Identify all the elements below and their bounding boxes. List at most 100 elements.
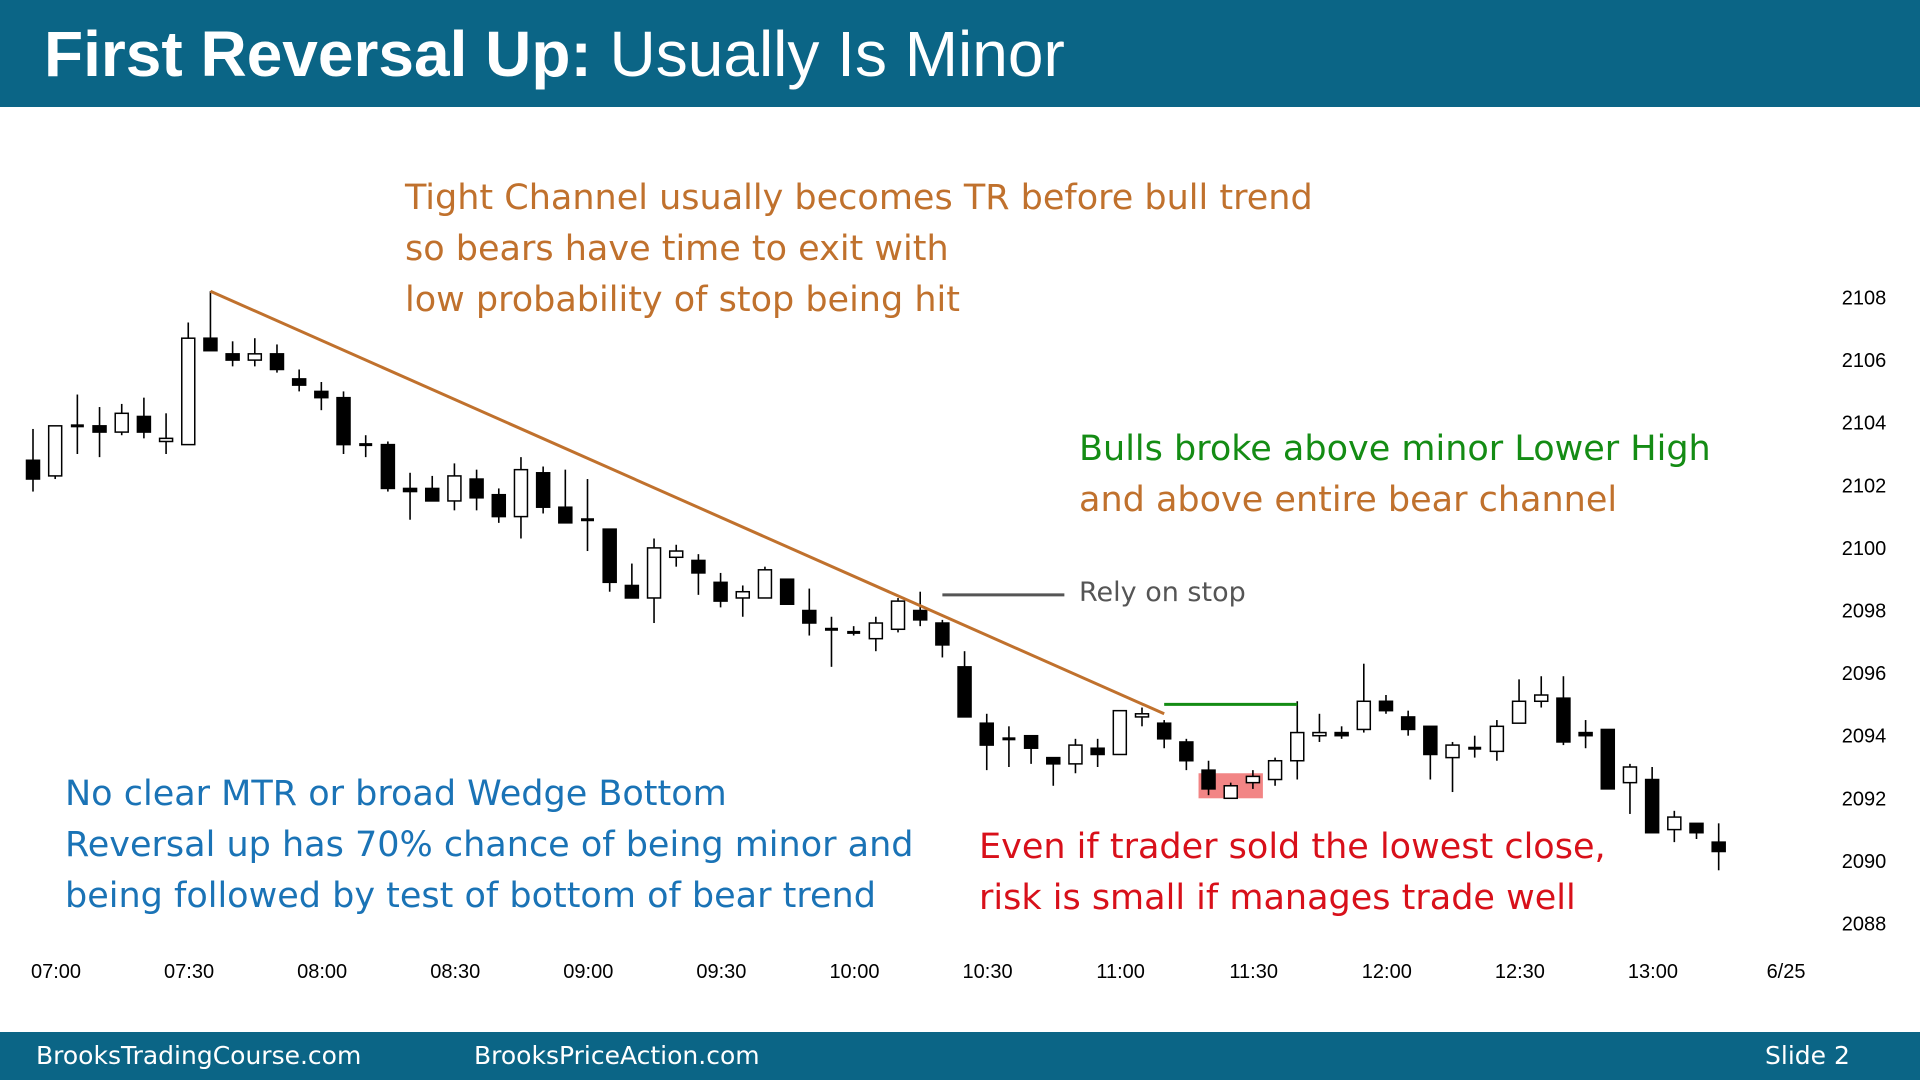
candle-bear xyxy=(1711,841,1726,853)
candle-bull xyxy=(1356,700,1372,731)
candle-bull xyxy=(1489,725,1505,753)
candle-bear xyxy=(1090,747,1105,756)
candle-bear xyxy=(558,506,573,524)
y-tick-label: 2100 xyxy=(1842,538,1887,560)
candle-bear xyxy=(1689,822,1704,834)
x-tick-label: 11:30 xyxy=(1229,961,1278,983)
candle-bear xyxy=(1578,731,1593,737)
candle-bull xyxy=(1533,694,1549,703)
footer-site-left: BrooksTradingCourse.com xyxy=(36,1041,362,1070)
candle-bull xyxy=(1112,709,1128,756)
annotation-line: low probability of stop being hit xyxy=(405,280,960,320)
y-tick-label: 2102 xyxy=(1842,475,1887,497)
candle-bull xyxy=(513,468,529,518)
candle-bull xyxy=(114,412,129,433)
candle-bear xyxy=(935,622,950,646)
candle-bear xyxy=(691,559,706,574)
candle-bull xyxy=(1312,731,1327,737)
slide-title: First Reversal Up: Usually Is Minor xyxy=(44,16,1065,92)
candle-bull xyxy=(247,353,263,361)
candle-bear xyxy=(380,443,396,490)
annotation-rely-on-stop: Rely on stop xyxy=(1079,577,1246,608)
candle-bull xyxy=(1511,700,1527,724)
x-tick-label: 08:00 xyxy=(297,961,347,983)
y-tick-label: 2092 xyxy=(1842,788,1887,810)
candle-bull xyxy=(868,622,884,640)
candle-bear xyxy=(314,390,329,399)
candle-bear xyxy=(424,487,440,502)
x-tick-label: 09:30 xyxy=(696,961,746,983)
y-tick-label: 2096 xyxy=(1842,663,1887,685)
y-tick-label: 2098 xyxy=(1842,601,1887,623)
candle-bear xyxy=(469,478,484,499)
x-tick-label: 07:00 xyxy=(31,961,81,983)
candle-bear xyxy=(957,666,972,718)
candle-bear xyxy=(1179,741,1194,762)
x-tick-label: 12:00 xyxy=(1362,961,1412,983)
candle-bear xyxy=(779,578,795,605)
candle-bear xyxy=(203,337,218,352)
x-tick-label: 09:00 xyxy=(563,961,613,983)
annotation-line: so bears have time to exit with xyxy=(405,229,949,269)
candle-bear xyxy=(1378,700,1394,712)
candle-bear xyxy=(1423,725,1438,756)
candle-bear xyxy=(225,353,240,361)
x-tick-label: 08:30 xyxy=(430,961,480,983)
candle-bear xyxy=(1556,697,1571,743)
candle-bear xyxy=(291,378,307,386)
candle-bull xyxy=(1445,744,1460,759)
candle-bear xyxy=(1156,722,1172,740)
candle-bull xyxy=(47,425,63,477)
x-tick-label: 10:00 xyxy=(829,961,879,983)
candlestick-chart: 2108 2106 2104 2102 2100 2098 2096 2094 2092 2090… xyxy=(25,288,1887,983)
y-tick-label: 2094 xyxy=(1842,726,1887,748)
candle-bull xyxy=(668,550,684,559)
candle-bull xyxy=(1068,744,1083,765)
annotation-even-if-trader: Even if trader sold the lowest close, ri… xyxy=(979,822,1606,924)
candle-bull xyxy=(181,337,196,446)
candle-bull xyxy=(1622,766,1638,784)
y-tick-label: 2104 xyxy=(1842,413,1887,435)
candle-bear xyxy=(912,609,928,621)
slide-title-bold: First Reversal Up: xyxy=(44,18,592,90)
y-tick-label: 2108 xyxy=(1842,288,1887,310)
annotation-line: No clear MTR or broad Wedge Bottom xyxy=(65,774,727,814)
candle-bull xyxy=(158,437,174,443)
slide-title-rest: Usually Is Minor xyxy=(591,18,1065,90)
candle-bull xyxy=(890,600,906,631)
candle-bear xyxy=(1023,734,1039,749)
candle-bear xyxy=(491,493,507,518)
annotation-no-clear-mtr: No clear MTR or broad Wedge Bottom Rever… xyxy=(65,769,913,922)
x-tick-label: 13:00 xyxy=(1628,961,1678,983)
candle-bull xyxy=(646,547,662,599)
candle-bear xyxy=(269,353,285,371)
slide-header: First Reversal Up: Usually Is Minor xyxy=(0,0,1920,107)
candle-bull xyxy=(1290,731,1305,762)
annotation-line: Bulls broke above minor Lower High xyxy=(1079,429,1711,469)
x-tick-label: 10:30 xyxy=(963,961,1013,983)
annotation-line: Even if trader sold the lowest close, xyxy=(979,827,1606,867)
candle-bear xyxy=(25,459,41,480)
candle-bear xyxy=(713,581,728,602)
candle-bear xyxy=(802,609,817,624)
annotation-line: being followed by test of bottom of bear… xyxy=(65,876,876,916)
x-tick-label: 11:00 xyxy=(1096,961,1145,983)
x-tick-label: 07:30 xyxy=(164,961,214,983)
candle-bear xyxy=(535,472,551,508)
candle-bull xyxy=(1267,759,1283,781)
candle-bull xyxy=(1667,816,1682,831)
footer-site-center: BrooksPriceAction.com xyxy=(474,1041,760,1070)
candle-bull xyxy=(1245,775,1261,784)
candle-bear xyxy=(1046,756,1061,765)
y-tick-label: 2088 xyxy=(1842,914,1887,936)
candle-bull xyxy=(447,475,462,502)
candle-bear xyxy=(1400,716,1416,731)
candle-bear xyxy=(602,528,617,584)
bear-trendline xyxy=(209,289,1165,716)
candle-bear xyxy=(1644,778,1660,834)
candle-bull xyxy=(1223,785,1238,800)
x-tick-label: 6/25 xyxy=(1767,961,1806,983)
annotation-bulls-broke: Bulls broke above minor Lower High and a… xyxy=(1079,424,1711,526)
annotation-line: risk is small if manages trade well xyxy=(979,878,1576,918)
candle-bear xyxy=(336,396,351,446)
